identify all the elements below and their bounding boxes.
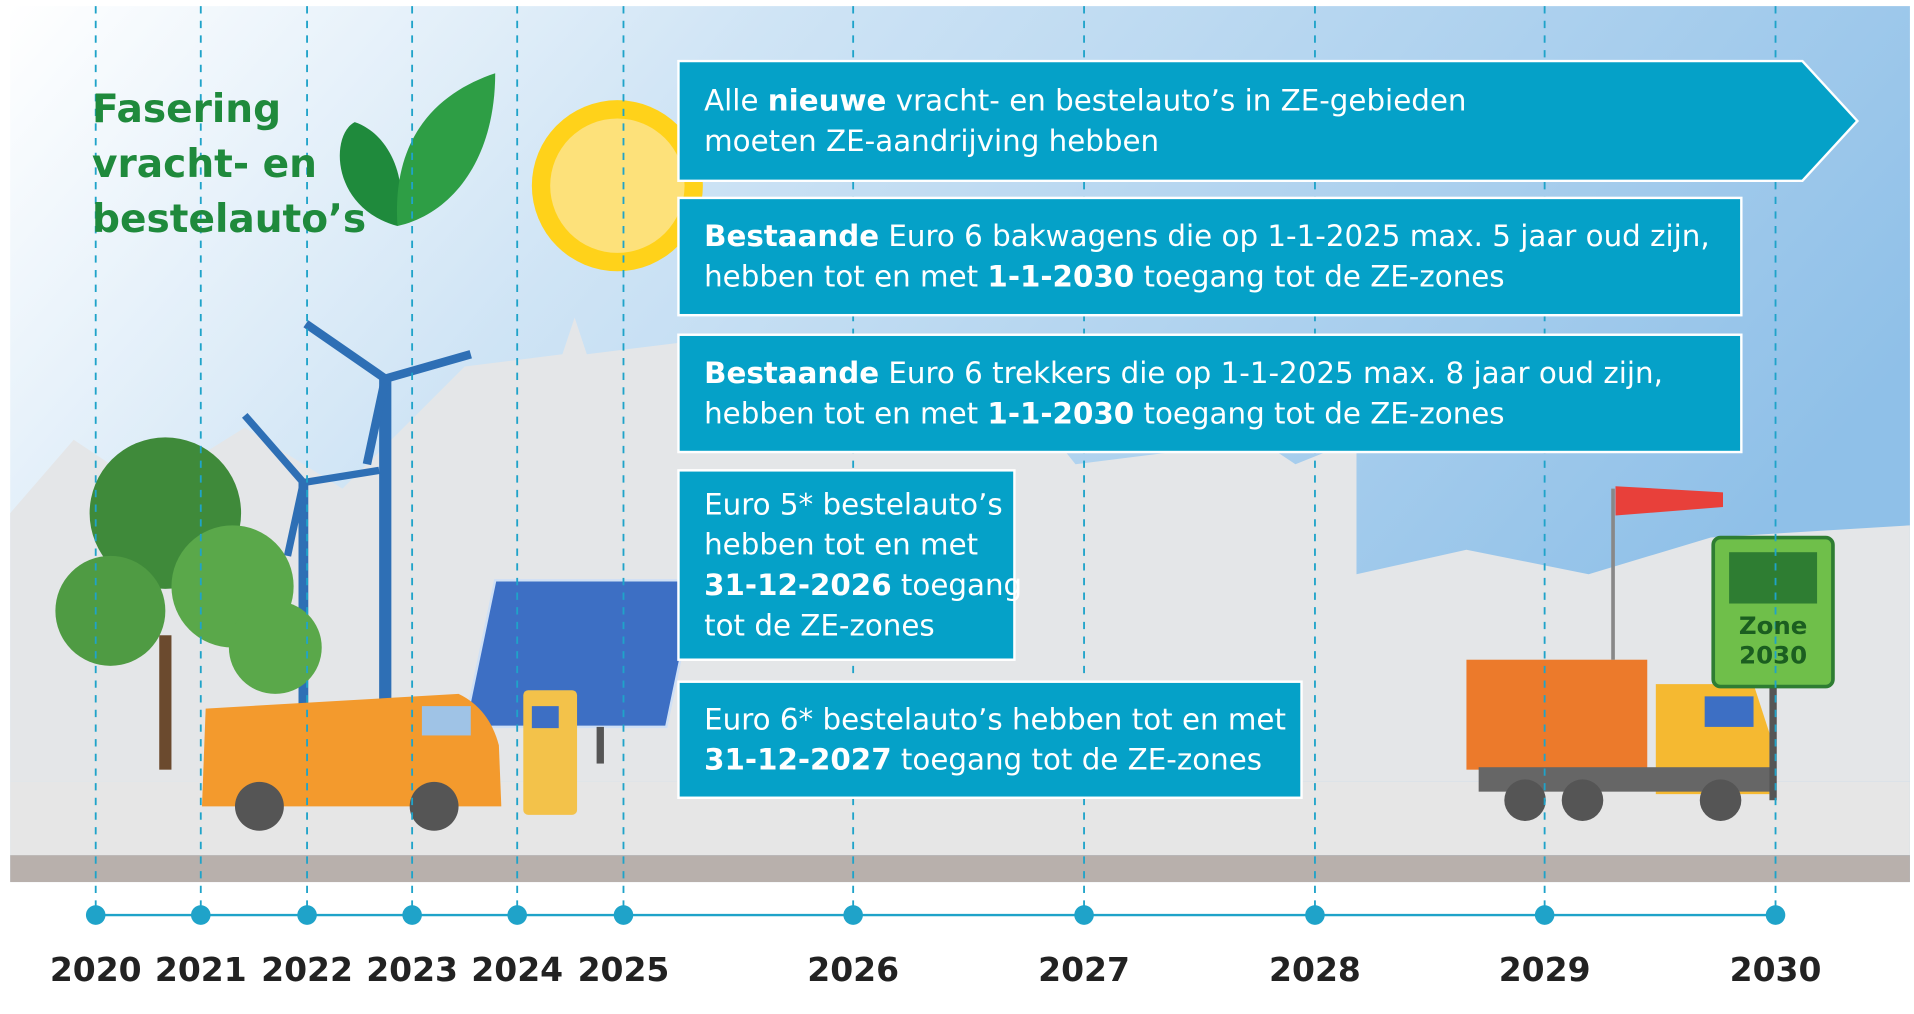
- box-text: Euro 6 bakwagens die op 1-1-2025 max. 5 …: [879, 219, 1710, 253]
- box-text: Alle: [704, 84, 768, 118]
- box-text: hebben tot en met: [704, 396, 987, 430]
- year-dot: [402, 905, 422, 925]
- box-text: 1-1-2030: [987, 396, 1134, 430]
- year-label: 2028: [1269, 950, 1361, 989]
- box-text: Euro 5* bestelauto’s: [704, 487, 1003, 521]
- box-line: moeten ZE-aandrijving hebben: [704, 124, 1159, 158]
- year-label: 2026: [807, 950, 899, 989]
- tree: [229, 601, 322, 694]
- box-line: 31-12-2026 toegang: [704, 568, 1022, 602]
- box-line: hebben tot en met: [704, 528, 978, 562]
- tree-trunk: [159, 635, 171, 769]
- year-dot: [1074, 905, 1094, 925]
- box-line: hebben tot en met 1-1-2030 toegang tot d…: [704, 396, 1504, 430]
- year-label: 2029: [1499, 950, 1591, 989]
- truck-window: [1705, 696, 1754, 727]
- year-dot: [1535, 905, 1555, 925]
- box-text: 1-1-2030: [987, 259, 1134, 293]
- box-text: Euro 6* bestelauto’s hebben tot en met: [704, 702, 1286, 736]
- title-line: bestelauto’s: [92, 197, 366, 242]
- infographic: 2020 2021 2022 2023 2024 2025 2026 2027 2028 2029…: [0, 0, 1914, 1014]
- box-text: toegang tot de ZE-zones: [1134, 396, 1504, 430]
- year-dot: [86, 905, 106, 925]
- wheel: [235, 782, 284, 831]
- box: [678, 682, 1301, 798]
- box-line: Bestaande Euro 6 trekkers die op 1-1-202…: [704, 356, 1663, 390]
- road-edge: [10, 855, 1910, 882]
- year-label: 2025: [578, 950, 670, 989]
- year-dot: [507, 905, 527, 925]
- year-dot: [843, 905, 863, 925]
- box-text: 31-12-2026: [704, 568, 892, 602]
- title-line: Fasering: [92, 87, 281, 132]
- sign-line: Zone: [1739, 611, 1807, 640]
- box-text: Bestaande: [704, 219, 879, 253]
- year-label: 2023: [366, 950, 458, 989]
- solar-panel: [465, 580, 697, 727]
- tree: [55, 556, 165, 666]
- sun: [550, 119, 684, 253]
- wheel: [1700, 779, 1742, 821]
- box-text: moeten ZE-aandrijving hebben: [704, 124, 1159, 158]
- title-line: vracht- en: [92, 142, 317, 187]
- box-text: 31-12-2027: [704, 743, 892, 777]
- box-line: tot de ZE-zones: [704, 608, 935, 642]
- solar-post: [597, 727, 604, 764]
- truck-container: [1466, 660, 1647, 770]
- box-text: tot de ZE-zones: [704, 608, 935, 642]
- box-line: 31-12-2027 toegang tot de ZE-zones: [704, 743, 1262, 777]
- van-window: [422, 706, 471, 735]
- box-text: toegang tot de ZE-zones: [1134, 259, 1504, 293]
- box-line: Bestaande Euro 6 bakwagens die op 1-1-20…: [704, 219, 1710, 253]
- year-label: 2030: [1730, 950, 1822, 989]
- box-text: hebben tot en met: [704, 259, 987, 293]
- box-line: Euro 6* bestelauto’s hebben tot en met: [704, 702, 1286, 736]
- wheel: [1504, 779, 1546, 821]
- box-line: Alle nieuwe vracht- en bestelauto’s in Z…: [704, 84, 1466, 118]
- box-text: toegang tot de ZE-zones: [892, 743, 1262, 777]
- year-dot: [614, 905, 634, 925]
- year-dot: [1305, 905, 1325, 925]
- year-label: 2020: [50, 950, 142, 989]
- box-text: toegang: [892, 568, 1023, 602]
- box: [678, 198, 1741, 315]
- box-text: Euro 6 trekkers die op 1-1-2025 max. 8 j…: [879, 356, 1663, 390]
- box-text: vracht- en bestelauto’s in ZE-gebieden: [886, 84, 1466, 118]
- charger-screen: [532, 706, 559, 728]
- year-label: 2022: [261, 950, 353, 989]
- box: [678, 335, 1741, 452]
- box-line: Euro 5* bestelauto’s: [704, 487, 1003, 521]
- year-dot: [191, 905, 211, 925]
- box-text: nieuwe: [768, 84, 887, 118]
- year-dot: [297, 905, 317, 925]
- box-line: hebben tot en met 1-1-2030 toegang tot d…: [704, 259, 1504, 293]
- wheel: [410, 782, 459, 831]
- wheel: [1562, 779, 1604, 821]
- box-text: Bestaande: [704, 356, 879, 390]
- sign-truck-icon: [1729, 552, 1817, 603]
- page: 2020 2021 2022 2023 2024 2025 2026 2027 2028 2029…: [0, 0, 1914, 1014]
- box-arrow: [678, 61, 1857, 181]
- year-label: 2027: [1038, 950, 1130, 989]
- year-label: 2024: [471, 950, 563, 989]
- year-dot: [1766, 905, 1786, 925]
- box-text: hebben tot en met: [704, 528, 978, 562]
- year-label: 2021: [155, 950, 247, 989]
- sign-line: 2030: [1739, 640, 1807, 669]
